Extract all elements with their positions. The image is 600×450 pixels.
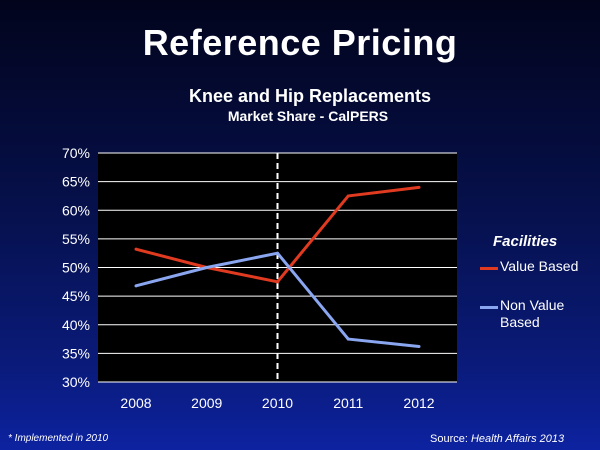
x-tick-label: 2010 bbox=[262, 395, 293, 411]
legend-swatch-non-value-based bbox=[480, 306, 498, 309]
data-point bbox=[134, 284, 138, 288]
y-tick-label: 50% bbox=[62, 260, 90, 276]
data-point bbox=[346, 337, 350, 341]
chart-subtitle: Market Share - CalPERS bbox=[227, 108, 389, 124]
data-point bbox=[276, 280, 279, 284]
chart-title: Knee and Hip Replacements bbox=[188, 86, 432, 106]
data-point bbox=[276, 251, 279, 255]
y-tick-label: 60% bbox=[62, 202, 90, 218]
y-tick-label: 35% bbox=[62, 345, 90, 361]
source-prefix: Source: bbox=[430, 433, 471, 445]
footnote: * Implemented in 2010 bbox=[8, 433, 109, 444]
y-tick-label: 45% bbox=[62, 288, 90, 304]
data-point bbox=[417, 185, 421, 189]
x-tick-label: 2009 bbox=[191, 395, 222, 411]
data-point bbox=[205, 266, 209, 269]
source-name: Health Affairs 2013 bbox=[470, 433, 565, 445]
legend-swatch-value-based bbox=[480, 267, 498, 270]
legend-item-value-based: Value Based bbox=[480, 258, 590, 294]
slide-title: Reference Pricing bbox=[142, 22, 458, 63]
legend-label-non-value-based: Non Value Based bbox=[500, 297, 565, 330]
y-tick-label: 70% bbox=[62, 145, 90, 161]
legend-title: Facilities bbox=[493, 233, 558, 250]
y-tick-label: 30% bbox=[62, 374, 90, 390]
legend-label-value-based: Value Based bbox=[500, 258, 579, 274]
legend-item-non-value-based: Non Value Based bbox=[480, 297, 590, 333]
x-tick-label: 2011 bbox=[333, 395, 363, 411]
data-point bbox=[346, 194, 350, 198]
x-tick-label: 2012 bbox=[403, 395, 434, 411]
y-tick-label: 65% bbox=[62, 174, 90, 190]
source-citation: Source: Health Affairs 2013 bbox=[430, 433, 564, 445]
y-tick-label: 40% bbox=[62, 317, 90, 333]
x-tick-label: 2008 bbox=[120, 395, 151, 411]
y-tick-label: 55% bbox=[62, 231, 90, 247]
data-point bbox=[134, 247, 138, 251]
data-point bbox=[417, 345, 421, 349]
